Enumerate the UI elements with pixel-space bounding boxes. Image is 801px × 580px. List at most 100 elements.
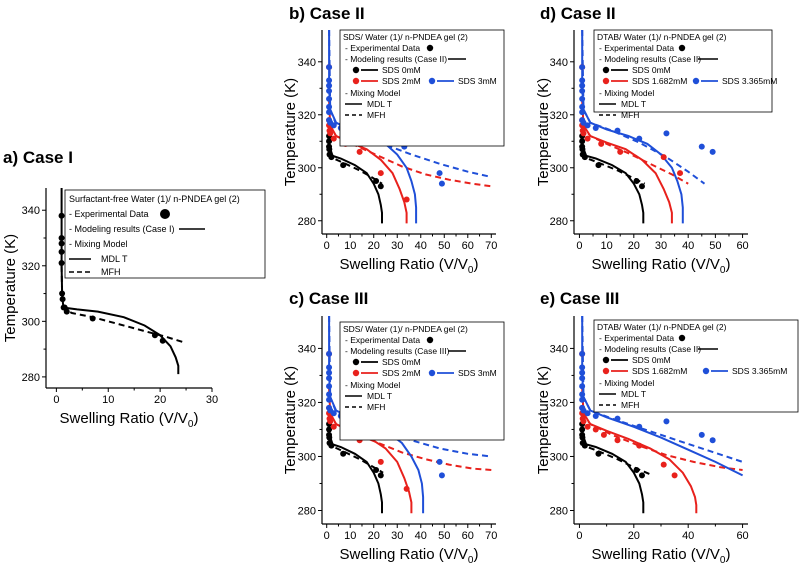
data-point [636, 442, 643, 449]
plot-area [579, 315, 744, 514]
data-point [159, 337, 166, 344]
x-axis-label-text: Swelling Ratio (V/V [592, 546, 720, 563]
legend-mdl: MDL T [367, 391, 392, 401]
data-point [663, 130, 670, 137]
data-point [330, 135, 337, 142]
legend-mixing: - Mixing Model [345, 88, 400, 98]
y-tick-label: 280 [550, 505, 568, 517]
data-point [698, 431, 705, 438]
y-tick-label: 300 [550, 163, 568, 175]
legend-experimental: - Experimental Data [599, 43, 674, 53]
data-point [326, 391, 333, 398]
x-axis-label-text: Swelling Ratio (V/V [592, 256, 720, 273]
data-point [633, 178, 640, 185]
data-point [89, 315, 96, 322]
legend-point-marker [426, 44, 434, 52]
x-axis-label-subscript: 0 [720, 555, 726, 566]
legend-label-s2: SDS 3.365mM [732, 366, 787, 376]
legend-label-s0: SDS 0mM [382, 357, 421, 367]
data-point [579, 95, 586, 102]
data-point [63, 308, 70, 315]
y-tick-label: 340 [550, 57, 568, 69]
data-point [330, 410, 337, 417]
x-tick-label: 50 [438, 240, 450, 252]
legend-label-s1: SDS 1.682mM [632, 76, 687, 86]
data-point [326, 87, 333, 94]
y-tick-label: 340 [550, 343, 568, 355]
legend-marker-s1 [352, 369, 360, 377]
series-line-sds-1-682mm-mfh [581, 412, 743, 471]
data-point [326, 82, 333, 89]
legend-label-s2: SDS 3.365mM [722, 76, 777, 86]
y-tick-label: 300 [550, 451, 568, 463]
data-point [579, 87, 586, 94]
x-tick-label: 60 [462, 530, 474, 542]
data-point [677, 170, 684, 177]
x-tick-label: 10 [102, 394, 114, 406]
data-point [595, 450, 602, 457]
series-line-sds-2mm-mfh [328, 124, 492, 188]
chart-title: c) Case III [289, 289, 368, 308]
x-tick-label: 0 [576, 530, 582, 542]
data-point [326, 146, 333, 153]
data-point [617, 148, 624, 155]
series-line-sds-2mm-mfh [328, 412, 492, 471]
data-point [151, 332, 158, 339]
x-axis-label: Swelling Ratio (V/V0) [592, 546, 731, 566]
x-tick-label: 50 [438, 530, 450, 542]
legend-marker-s0 [602, 356, 610, 364]
data-point [340, 162, 347, 169]
y-tick-label: 300 [298, 451, 316, 463]
x-tick-label: 0 [324, 530, 330, 542]
data-point [580, 130, 587, 137]
data-point [579, 369, 586, 376]
data-point [377, 170, 384, 177]
x-tick-label: 60 [736, 240, 748, 252]
legend-mdl: MDL T [101, 254, 128, 264]
data-point [326, 95, 333, 102]
legend-point-marker [678, 44, 686, 52]
x-tick-label: 20 [628, 240, 640, 252]
data-point [579, 383, 586, 390]
legend-marker-s2 [428, 369, 436, 377]
data-point [326, 383, 333, 390]
legend-experimental: - Experimental Data [345, 335, 420, 345]
data-point [584, 122, 591, 129]
x-tick-label: 10 [344, 240, 356, 252]
data-point [373, 466, 380, 473]
y-tick-label: 280 [550, 216, 568, 228]
data-point [326, 64, 333, 71]
data-point [326, 109, 333, 116]
data-point [579, 426, 586, 433]
legend-label-s2: SDS 3mM [458, 76, 497, 86]
data-point [660, 154, 667, 161]
data-point [671, 472, 678, 479]
x-tick-label: 0 [53, 394, 59, 406]
legend-label-s2: SDS 3mM [458, 368, 497, 378]
x-tick-label: 20 [368, 530, 380, 542]
plot-area [58, 188, 184, 375]
y-axis-label: Temperature (K) [535, 78, 552, 186]
data-point [584, 135, 591, 142]
legend-header: SDS/ Water (1)/ n-PNDEA gel (2) [343, 324, 468, 334]
x-tick-label: 30 [391, 530, 403, 542]
data-point [403, 485, 410, 492]
data-point [438, 180, 445, 187]
data-point [660, 461, 667, 468]
data-point [579, 364, 586, 371]
data-point [638, 472, 645, 479]
x-tick-label: 40 [415, 530, 427, 542]
x-axis-label-subscript: 0 [468, 555, 474, 566]
data-point [636, 135, 643, 142]
legend-header: Surfactant-free Water (1)/ n-PNDEA gel (… [69, 194, 240, 204]
legend-marker-s1 [602, 367, 610, 375]
data-point [579, 77, 586, 84]
data-point [595, 162, 602, 169]
data-point [600, 431, 607, 438]
legend-mfh: MFH [101, 267, 121, 277]
legend-label-s1: SDS 2mM [382, 368, 421, 378]
legend-box [593, 319, 799, 413]
y-axis-label: Temperature (K) [282, 366, 299, 474]
legend-mixing: - Mixing Model [345, 380, 400, 390]
